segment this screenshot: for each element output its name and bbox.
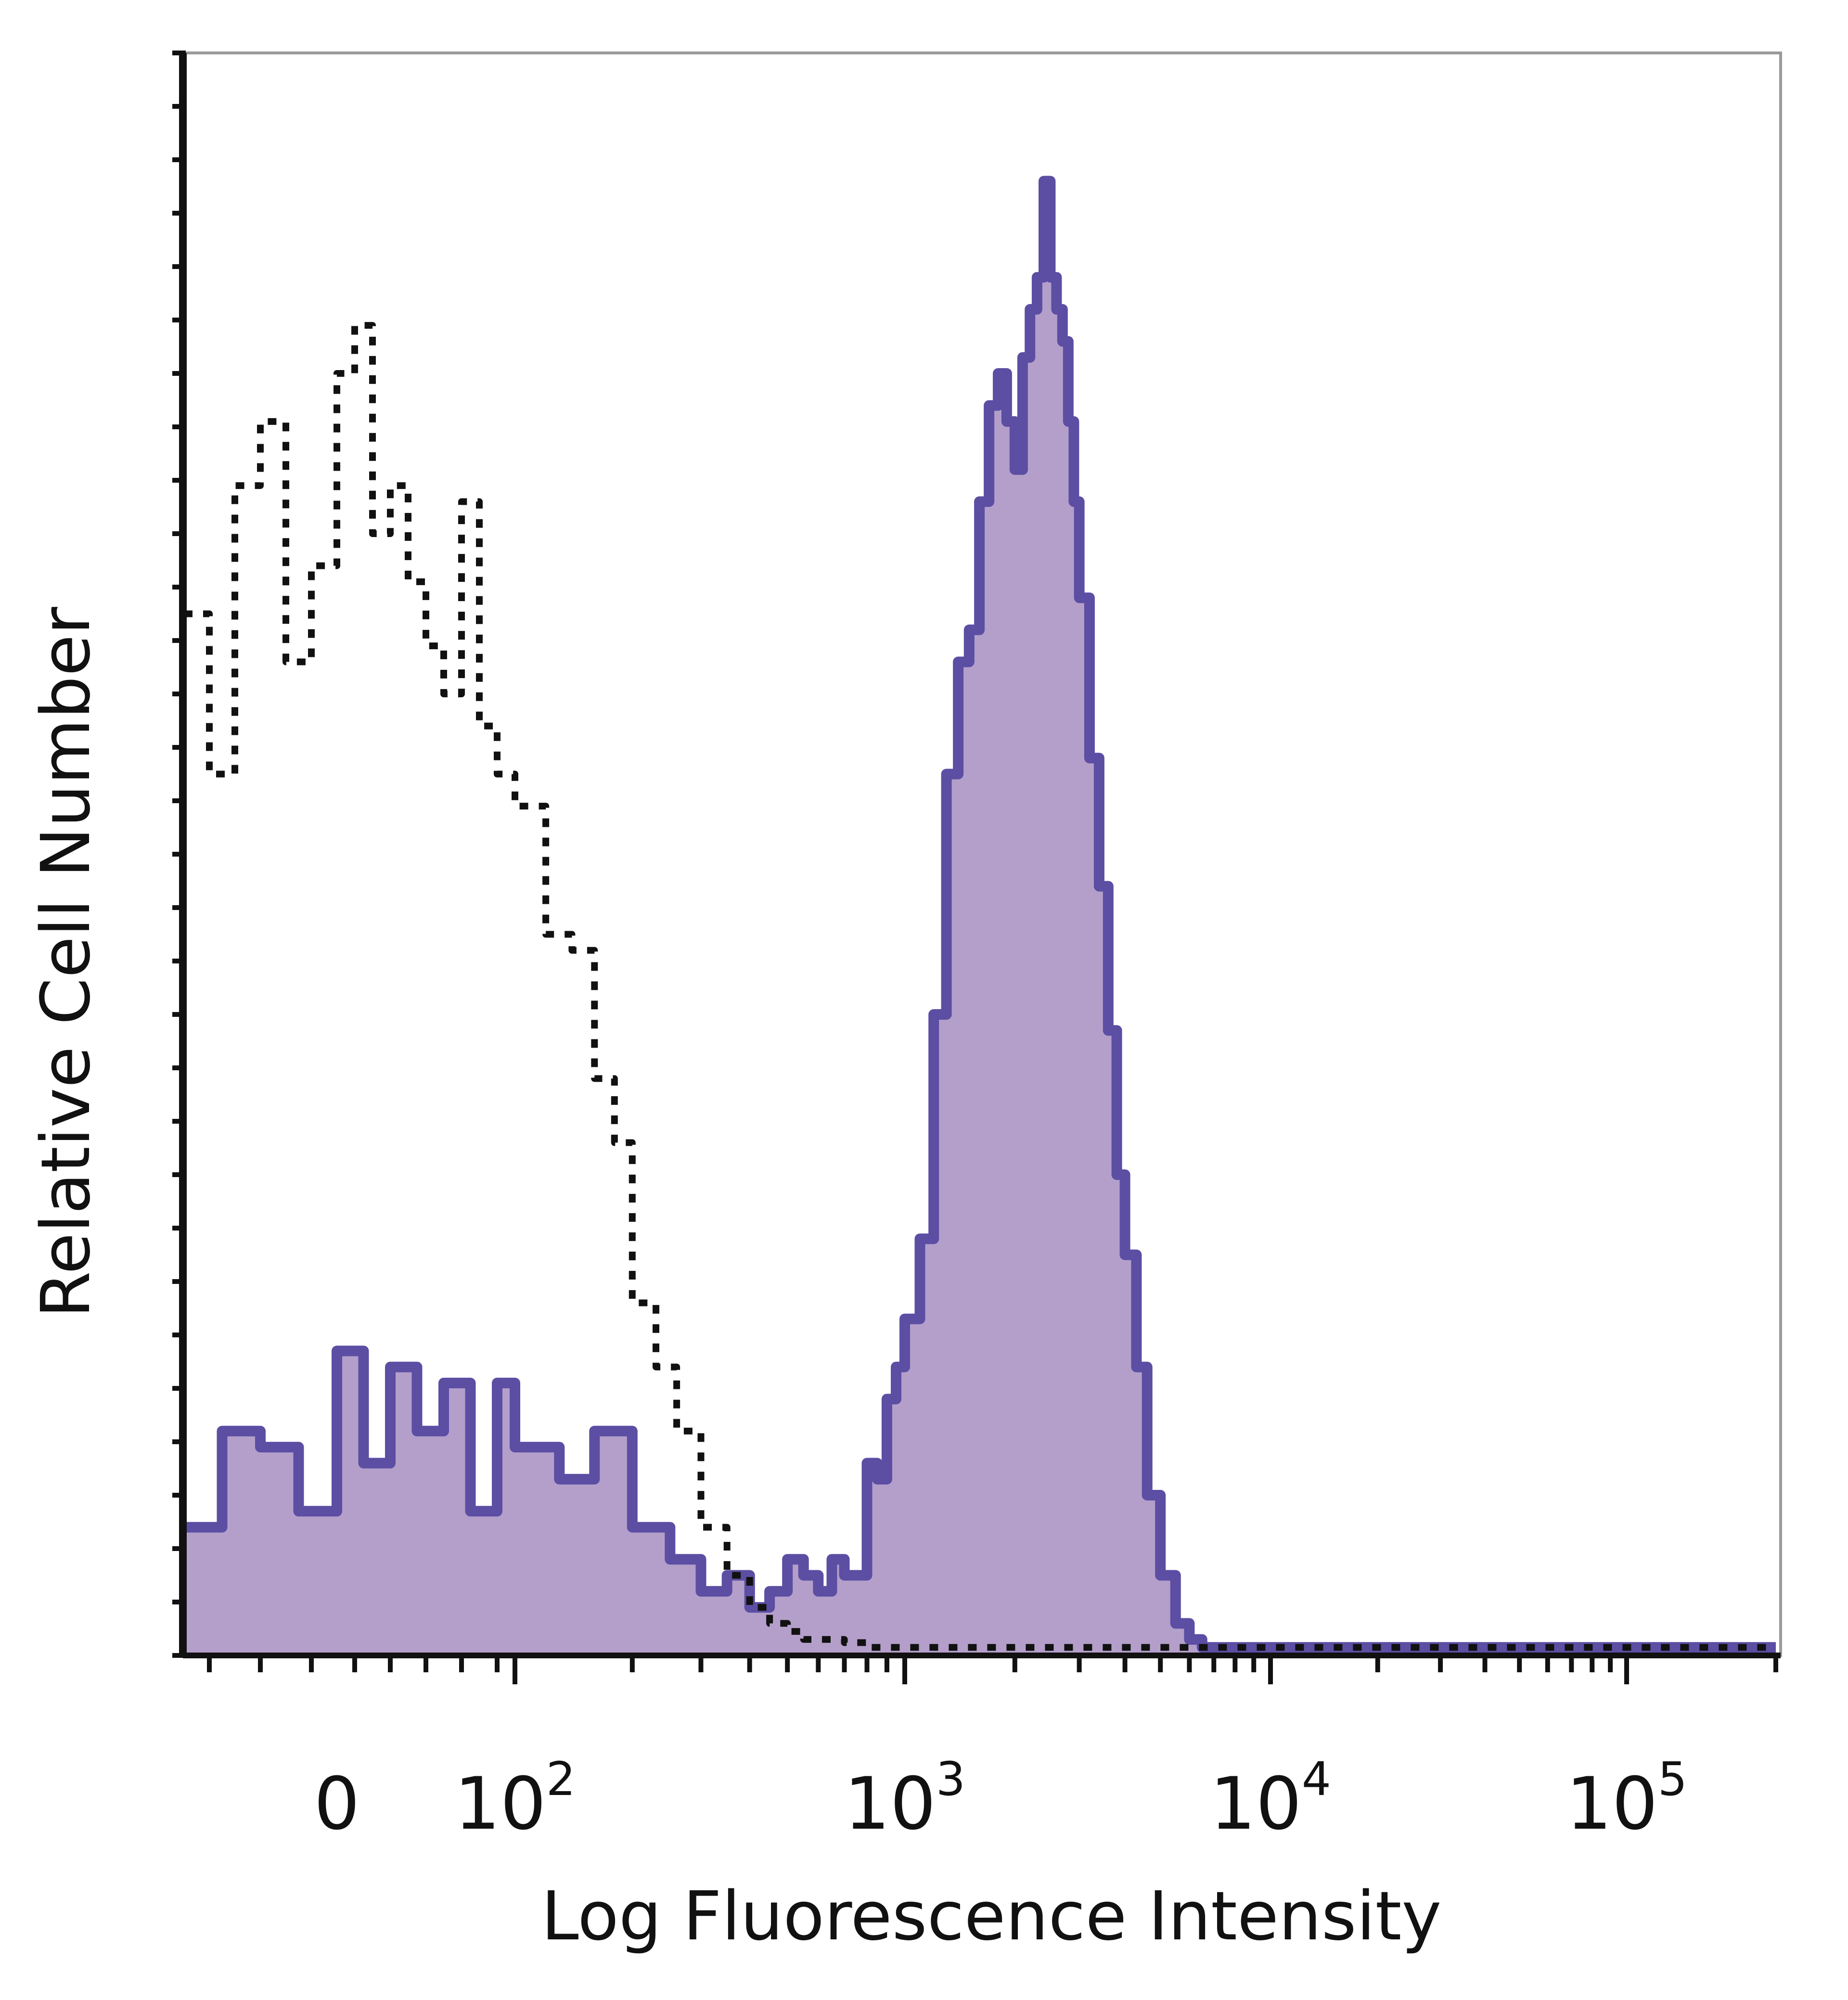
- series-layer: [184, 176, 1776, 1656]
- x-tick-label: 0: [314, 1762, 359, 1846]
- series-0-fill: [184, 181, 1776, 1656]
- x-tick-label: 103: [844, 1752, 965, 1846]
- y-tick-marks: [172, 51, 186, 1658]
- x-tick-label: 104: [1210, 1752, 1331, 1846]
- x-axis-title: Log Fluorescence Intensity: [541, 1877, 1442, 1956]
- x-tick-label: 102: [454, 1752, 576, 1846]
- series-0-outline: [184, 176, 1776, 1653]
- y-axis-title: Relative Cell Number: [27, 607, 105, 1318]
- x-tick-label: 105: [1566, 1752, 1687, 1846]
- x-tick-marks: [207, 1655, 1778, 1684]
- x-tick-labels: 0 102 103 104 105: [314, 1752, 1687, 1846]
- series-1-dotted-line: [184, 322, 1776, 1651]
